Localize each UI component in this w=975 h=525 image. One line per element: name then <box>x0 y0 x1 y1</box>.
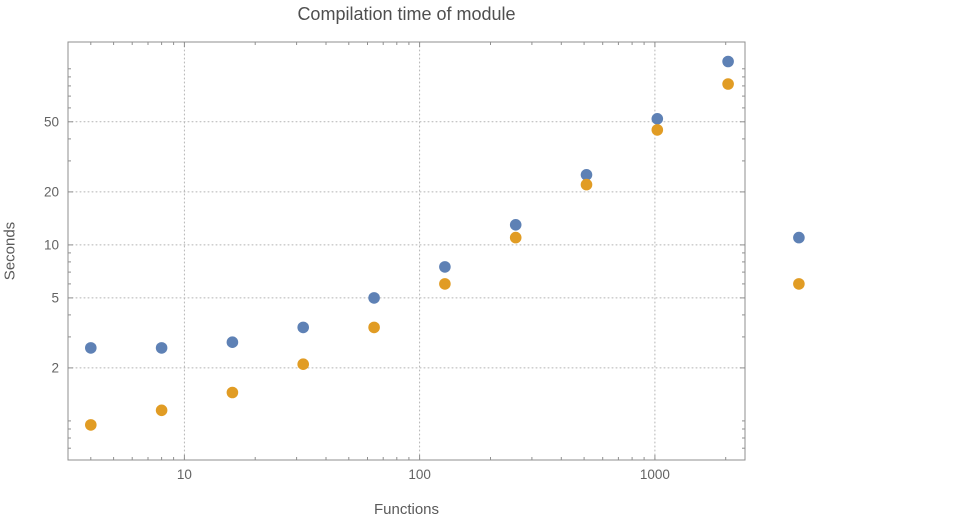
data-point-blue <box>509 219 522 231</box>
y-tick-label: 10 <box>44 237 59 252</box>
chart-title: Compilation time of module <box>297 4 516 24</box>
data-point-orange <box>722 78 734 90</box>
data-point-orange <box>509 231 522 244</box>
data-point-orange <box>226 386 239 399</box>
data-point-blue <box>651 113 664 125</box>
data-point-blue <box>793 231 805 244</box>
data-point-blue <box>580 169 593 181</box>
data-point-orange <box>580 178 593 191</box>
data-point-orange <box>297 358 310 371</box>
data-point-blue <box>155 342 168 354</box>
y-axis-label: Seconds <box>1 221 19 281</box>
data-point-orange <box>439 278 451 290</box>
data-point-blue <box>297 321 310 334</box>
data-point-orange <box>85 419 97 431</box>
x-tick-label: 100 <box>408 467 431 482</box>
x-axis-label: Functions <box>373 501 440 518</box>
data-point-orange <box>651 124 664 136</box>
data-point-blue <box>722 55 734 68</box>
y-tick-label: 20 <box>44 184 59 199</box>
x-tick-label: 10 <box>177 467 192 482</box>
y-tick-label: 2 <box>51 360 59 375</box>
data-point-blue <box>226 336 239 349</box>
plot-frame <box>67 41 746 461</box>
data-point-blue <box>85 342 97 354</box>
data-point-orange <box>368 321 380 334</box>
data-point-blue <box>368 292 380 304</box>
y-tick-label: 5 <box>51 290 59 305</box>
data-point-orange <box>793 278 805 290</box>
x-tick-label: 1000 <box>640 467 670 482</box>
data-point-orange <box>155 404 168 417</box>
y-tick-label: 50 <box>44 114 59 129</box>
data-point-blue <box>439 261 451 273</box>
